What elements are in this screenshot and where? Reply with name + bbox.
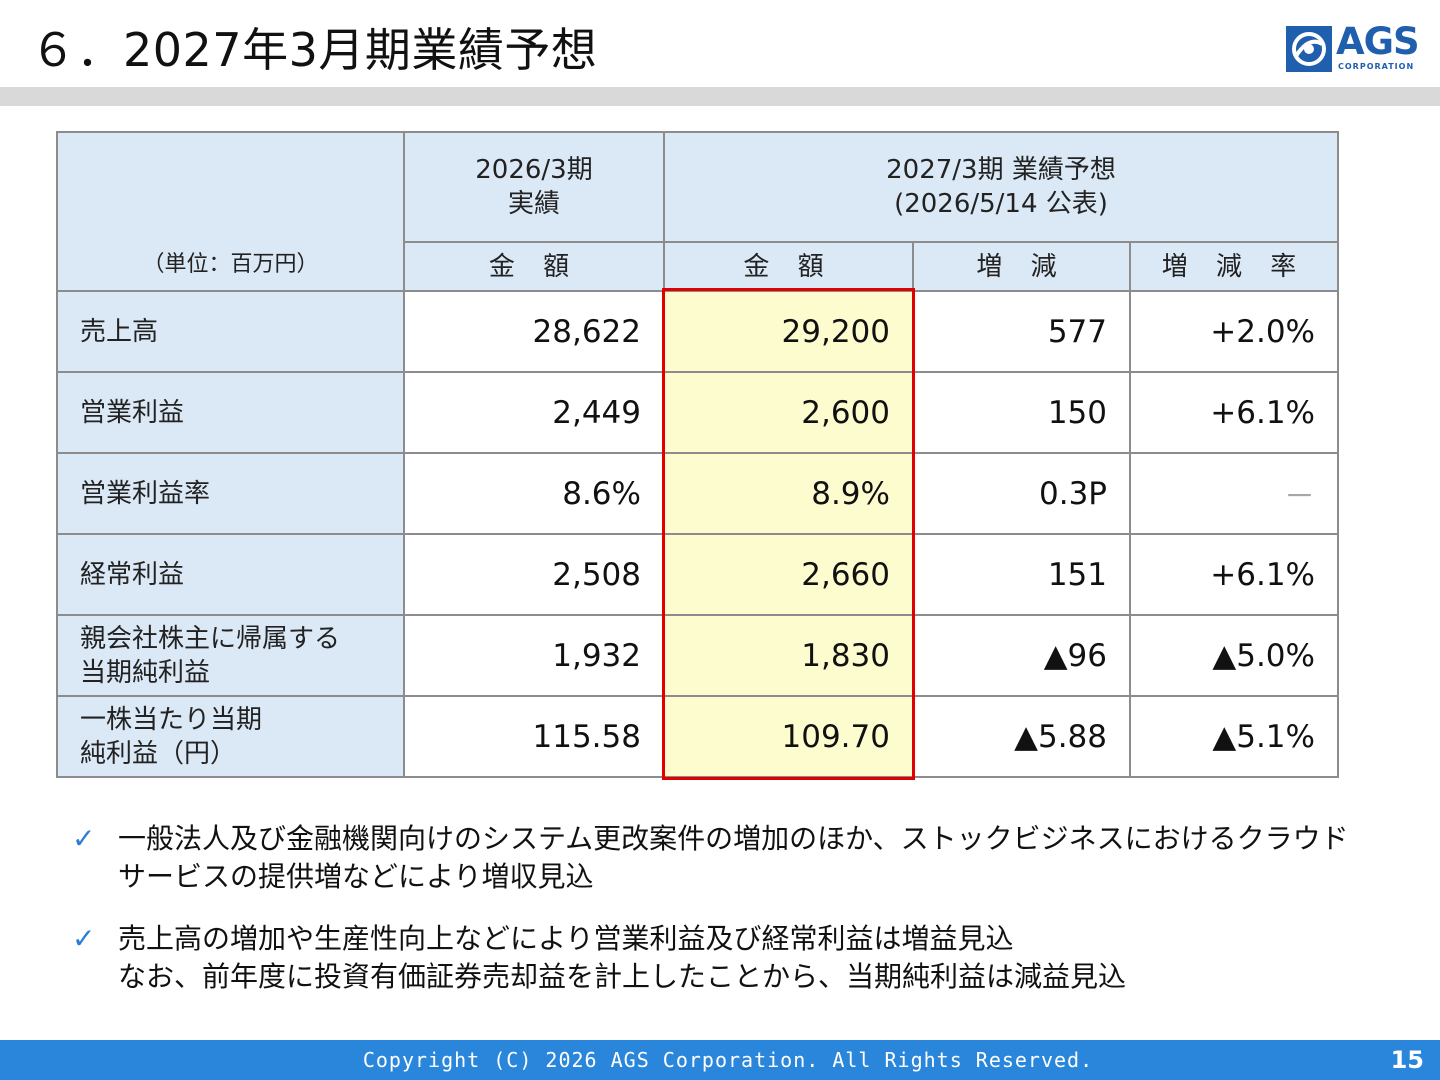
checkmark-icon: ✓ xyxy=(72,922,96,955)
table-row: 経常利益 2,508 2,660 151 +6.1% xyxy=(56,533,1339,616)
actual-value: 8.6% xyxy=(403,452,665,535)
rate-value: +2.0% xyxy=(1129,290,1339,373)
sub-header-forecast-amount: 金 額 xyxy=(663,241,914,292)
sub-header-rate: 増 減 率 xyxy=(1129,241,1339,292)
title-divider xyxy=(0,87,1440,106)
row-label: 営業利益率 xyxy=(56,452,405,535)
bullet-line: 一般法人及び金融機関向けのシステム更改案件の増加のほか、ストックビジネスにおける… xyxy=(118,822,1349,855)
table-row: 親会社株主に帰属する 当期純利益 1,932 1,830 ▲96 ▲5.0% xyxy=(56,614,1339,697)
ags-logo-icon xyxy=(1286,26,1332,72)
col-header-actual: 2026/3期 実績 xyxy=(403,131,665,243)
table-row: 売上高 28,622 29,200 577 +2.0% xyxy=(56,290,1339,373)
row-label: 売上高 xyxy=(56,290,405,373)
row-label: 親会社株主に帰属する 当期純利益 xyxy=(56,614,405,697)
change-value: 577 xyxy=(912,290,1131,373)
bullet-item: ✓ 売上高の増加や生産性向上などにより営業利益及び経常利益は増益見込 なお、前年… xyxy=(72,920,1372,996)
bullet-line: 売上高の増加や生産性向上などにより営業利益及び経常利益は増益見込 xyxy=(118,922,1014,955)
forecast-value: 109.70 xyxy=(663,695,914,778)
actual-value: 1,932 xyxy=(403,614,665,697)
col-header-forecast: 2027/3期 業績予想 (2026/5/14 公表) xyxy=(663,131,1339,243)
change-value: ▲96 xyxy=(912,614,1131,697)
unit-label: （単位：百万円） xyxy=(56,131,405,292)
actual-value: 2,449 xyxy=(403,371,665,454)
checkmark-icon: ✓ xyxy=(72,822,96,855)
rate-value: － xyxy=(1129,452,1339,535)
sub-header-change: 増 減 xyxy=(912,241,1131,292)
change-value: 0.3P xyxy=(912,452,1131,535)
forecast-table: （単位：百万円） 2026/3期 実績 2027/3期 業績予想 (2026/5… xyxy=(56,131,1339,778)
forecast-value: 1,830 xyxy=(663,614,914,697)
bullet-line: なお、前年度に投資有価証券売却益を計上したことから、当期純利益は減益見込 xyxy=(118,960,1127,993)
row-label: 一株当たり当期 純利益（円） xyxy=(56,695,405,778)
page-title: ６．2027年3月期業績予想 xyxy=(30,23,598,77)
actual-value: 2,508 xyxy=(403,533,665,616)
logo-subtext: CORPORATION xyxy=(1338,62,1415,71)
table-row: 営業利益 2,449 2,600 150 +6.1% xyxy=(56,371,1339,454)
table-row: 営業利益率 8.6% 8.9% 0.3P － xyxy=(56,452,1339,535)
bullet-item: ✓ 一般法人及び金融機関向けのシステム更改案件の増加のほか、ストックビジネスにお… xyxy=(72,820,1372,896)
table-row: 一株当たり当期 純利益（円） 115.58 109.70 ▲5.88 ▲5.1% xyxy=(56,695,1339,778)
forecast-value: 8.9% xyxy=(663,452,914,535)
logo-brand: AGS xyxy=(1336,20,1420,63)
row-label: 経常利益 xyxy=(56,533,405,616)
change-value: ▲5.88 xyxy=(912,695,1131,778)
sub-header-actual-amount: 金 額 xyxy=(403,241,665,292)
forecast-value: 29,200 xyxy=(663,290,914,373)
page-number: 15 xyxy=(1390,1046,1424,1074)
rate-value: ▲5.1% xyxy=(1129,695,1339,778)
bullet-line: サービスの提供増などにより増収見込 xyxy=(118,860,594,893)
actual-value: 28,622 xyxy=(403,290,665,373)
rate-value: +6.1% xyxy=(1129,533,1339,616)
forecast-value: 2,660 xyxy=(663,533,914,616)
rate-value: ▲5.0% xyxy=(1129,614,1339,697)
footer-bar: Copyright (C) 2026 AGS Corporation. All … xyxy=(0,1040,1440,1080)
commentary: ✓ 一般法人及び金融機関向けのシステム更改案件の増加のほか、ストックビジネスにお… xyxy=(72,820,1372,1020)
rate-value: +6.1% xyxy=(1129,371,1339,454)
actual-value: 115.58 xyxy=(403,695,665,778)
change-value: 150 xyxy=(912,371,1131,454)
forecast-value: 2,600 xyxy=(663,371,914,454)
change-value: 151 xyxy=(912,533,1131,616)
row-label: 営業利益 xyxy=(56,371,405,454)
copyright-text: Copyright (C) 2026 AGS Corporation. All … xyxy=(362,1048,1094,1072)
